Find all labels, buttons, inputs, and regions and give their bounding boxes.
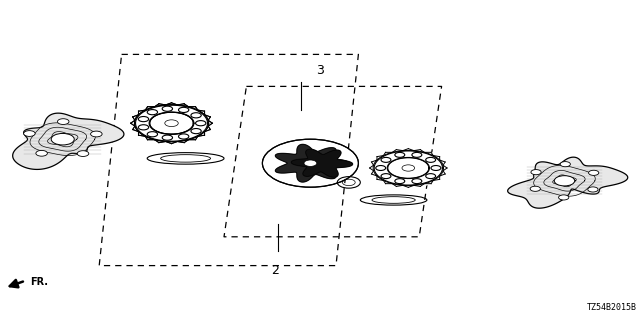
Text: 2: 2 [271,264,279,277]
Circle shape [560,162,570,167]
Circle shape [412,179,422,184]
Circle shape [179,107,189,113]
Circle shape [134,105,209,142]
Polygon shape [508,157,628,208]
Circle shape [369,148,448,188]
Circle shape [147,109,157,115]
Circle shape [412,152,422,157]
Circle shape [402,165,415,171]
Circle shape [530,186,540,191]
Polygon shape [275,144,349,182]
Circle shape [395,179,404,184]
Circle shape [36,150,47,156]
Circle shape [426,174,436,179]
Circle shape [179,134,189,139]
Circle shape [196,121,206,126]
Circle shape [191,113,201,118]
Circle shape [559,195,569,200]
Circle shape [138,116,148,122]
Circle shape [531,170,541,175]
Circle shape [77,151,89,156]
Circle shape [431,165,441,171]
Circle shape [147,132,157,137]
Circle shape [138,125,148,130]
Text: 3: 3 [316,64,324,77]
Circle shape [376,165,386,171]
Circle shape [164,120,179,127]
Polygon shape [13,113,124,169]
Text: FR.: FR. [30,276,48,287]
Circle shape [150,112,193,134]
Circle shape [373,150,444,186]
Circle shape [395,152,404,157]
Circle shape [589,170,599,175]
Circle shape [426,157,436,162]
Circle shape [554,176,575,186]
Circle shape [91,131,102,137]
Polygon shape [291,149,353,177]
Circle shape [381,157,391,162]
Circle shape [191,129,201,134]
Text: TZ54B2015B: TZ54B2015B [587,303,637,312]
Circle shape [304,160,317,166]
Circle shape [381,174,391,179]
Circle shape [162,135,173,140]
Circle shape [51,133,74,145]
Circle shape [588,187,598,192]
Circle shape [58,119,69,124]
Circle shape [24,131,35,136]
Circle shape [262,139,358,187]
Circle shape [162,106,173,111]
